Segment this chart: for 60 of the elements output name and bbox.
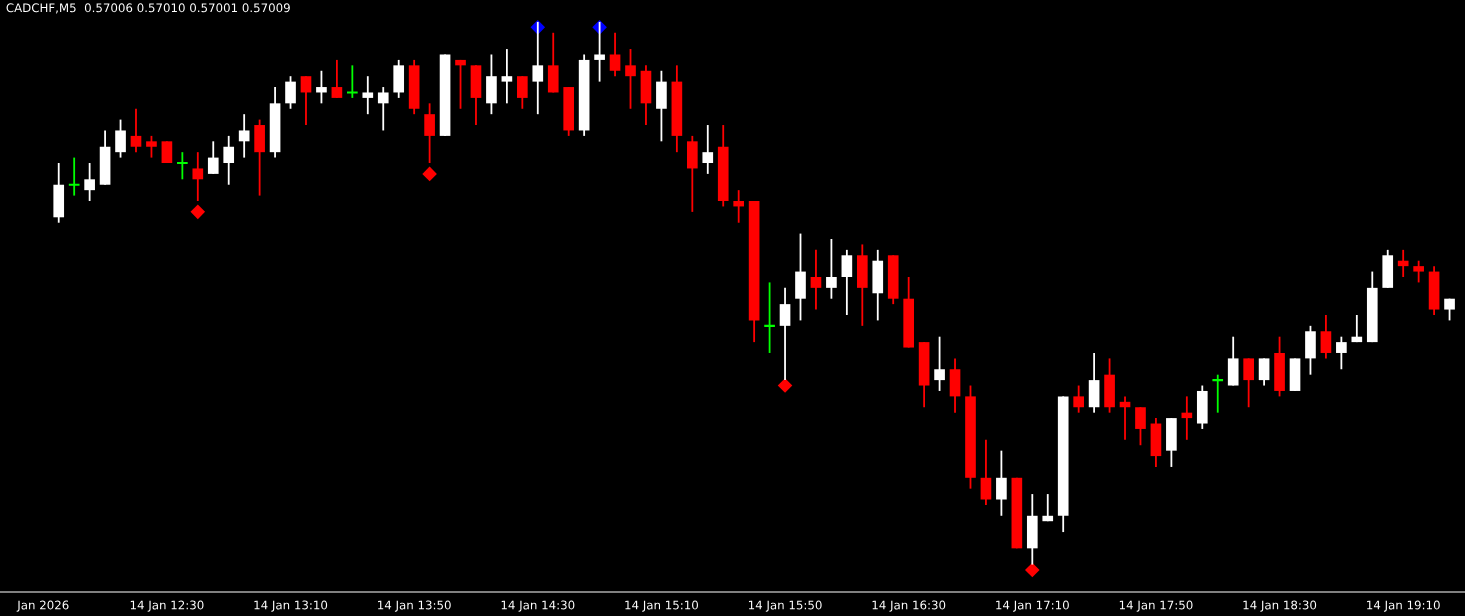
point <box>1025 562 1040 578</box>
candlestick <box>175 151 189 181</box>
candlestick <box>1351 314 1363 344</box>
x-tick-label: 14 Jan 17:50 <box>1119 600 1193 612</box>
x-tick-label: 14 Jan 15:10 <box>625 600 698 612</box>
x-tick-label: 14 Jan 15:50 <box>748 600 822 612</box>
x-tick-label: 14 Jan 12:30 <box>130 600 204 612</box>
candlestick <box>1211 373 1225 414</box>
candlestick <box>996 449 1007 517</box>
point <box>422 166 437 182</box>
candlestick <box>980 438 992 506</box>
candlestick <box>331 59 343 99</box>
candlestick <box>702 124 714 175</box>
x-tick-label: 14 Jan 16:30 <box>872 600 946 612</box>
candlestick <box>517 75 528 110</box>
candlestick <box>609 31 621 78</box>
candlestick <box>1336 335 1347 371</box>
candlestick <box>300 75 312 126</box>
x-tick-label: Jan 2026 <box>16 600 69 612</box>
candlestick <box>826 238 837 300</box>
point <box>777 378 793 393</box>
candlestick <box>115 118 126 159</box>
candlestick <box>1042 493 1054 523</box>
candlestick <box>130 107 142 154</box>
candlestick <box>207 140 219 175</box>
candlestick <box>1258 357 1270 387</box>
candlestick <box>501 48 513 105</box>
x-tick-label: 14 Jan 17:10 <box>996 600 1069 612</box>
candlestick <box>362 75 374 116</box>
candlestick <box>1320 314 1332 360</box>
candlestick <box>841 248 853 316</box>
candlestick <box>934 335 945 392</box>
point <box>190 204 206 220</box>
candlestick <box>1073 384 1084 414</box>
candlestick <box>1413 259 1424 284</box>
candlestick <box>455 59 466 110</box>
candlestick <box>84 162 95 202</box>
candlestick <box>424 102 435 164</box>
x-tick-label: 14 Jan 19:10 <box>1367 600 1440 612</box>
x-tick-label: 14 Jan 13:10 <box>254 600 328 612</box>
x-tick-label: 14 Jan 14:30 <box>501 600 575 612</box>
candlestick <box>625 48 636 110</box>
candlestick <box>733 189 745 224</box>
candlestick <box>1397 248 1409 278</box>
candlestick <box>67 156 81 197</box>
chart-title: CADCHF,M5 0.57006 0.57010 0.57001 0.57009 <box>6 3 290 14</box>
candlestick <box>345 64 359 99</box>
candlestick <box>810 248 822 311</box>
candlestick <box>192 151 204 202</box>
candlestick <box>1135 406 1146 447</box>
candlestick <box>285 75 296 110</box>
candlestick <box>238 113 250 159</box>
candlestick <box>223 134 235 186</box>
candlestick <box>316 69 327 105</box>
x-tick-label: 14 Jan 13:50 <box>378 600 451 612</box>
candlestick <box>146 134 157 159</box>
x-tick-label: 14 Jan 18:30 <box>1243 600 1317 612</box>
candlestick <box>763 281 776 354</box>
candlestick <box>1243 357 1254 409</box>
candlestick <box>377 86 389 132</box>
